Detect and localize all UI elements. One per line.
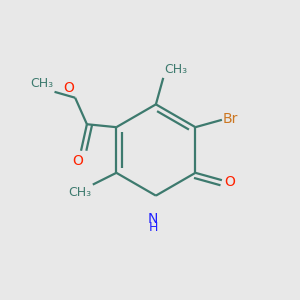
- Text: O: O: [224, 175, 235, 189]
- Text: CH₃: CH₃: [30, 77, 53, 90]
- Text: CH₃: CH₃: [68, 186, 91, 199]
- Text: O: O: [73, 154, 83, 168]
- Text: CH₃: CH₃: [165, 63, 188, 76]
- Text: Br: Br: [223, 112, 238, 126]
- Text: N: N: [148, 212, 158, 226]
- Text: H: H: [148, 221, 158, 234]
- Text: O: O: [63, 81, 74, 95]
